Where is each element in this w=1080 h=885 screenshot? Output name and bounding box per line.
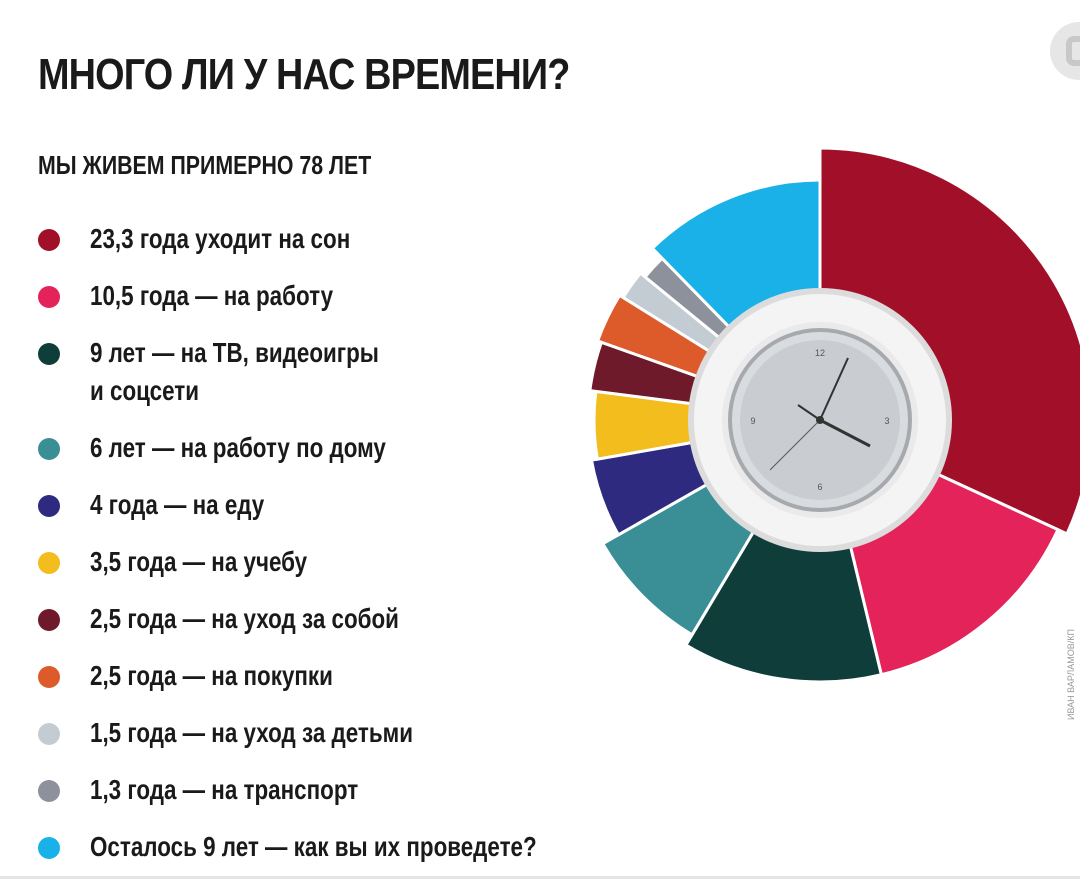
legend-dot-icon <box>38 837 60 859</box>
legend-label: 1,3 года — на транспорт <box>90 774 359 805</box>
legend-dot-icon <box>38 343 60 365</box>
legend-dot-icon <box>38 609 60 631</box>
legend-item: 6 лет — на работу по дому <box>38 429 598 467</box>
legend-label: 6 лет — на работу по дому <box>90 432 386 463</box>
legend-label: 2,5 года — на уход за собой <box>90 603 399 634</box>
legend-label: 1,5 года — на уход за детьми <box>90 717 413 748</box>
legend-item: 4 года — на еду <box>38 486 598 524</box>
legend-dot-icon <box>38 780 60 802</box>
clock-icon: 12 3 6 9 <box>688 288 952 552</box>
legend-item: 23,3 года уходит на сон <box>38 220 598 258</box>
legend-label: 9 лет — на ТВ, видеоигры <box>90 337 379 368</box>
legend-dot-icon <box>38 438 60 460</box>
legend-item: 2,5 года — на уход за собой <box>38 600 598 638</box>
legend-label: и соцсети <box>90 375 199 406</box>
legend-dot-icon <box>38 495 60 517</box>
legend-label: 10,5 года — на работу <box>90 280 334 311</box>
legend-item: Осталось 9 лет — как вы их проведете? <box>38 828 598 866</box>
legend-dot-icon <box>38 552 60 574</box>
legend-label: Осталось 9 лет — как вы их проведете? <box>90 831 537 862</box>
legend-item: 10,5 года — на работу <box>38 277 598 315</box>
legend-item: 9 лет — на ТВ, видеоигры и соцсети <box>38 334 598 410</box>
legend-label: 2,5 года — на покупки <box>90 660 333 691</box>
svg-text:3: 3 <box>884 416 889 426</box>
legend-label: 3,5 года — на учебу <box>90 546 308 577</box>
page-subtitle: МЫ ЖИВЕМ ПРИМЕРНО 78 ЛЕТ <box>38 150 372 180</box>
legend-item: 3,5 года — на учебу <box>38 543 598 581</box>
legend-label: 4 года — на еду <box>90 489 265 520</box>
legend-item: 1,3 года — на транспорт <box>38 771 598 809</box>
svg-text:6: 6 <box>817 482 822 492</box>
legend: 23,3 года уходит на сон 10,5 года — на ра… <box>38 220 598 885</box>
legend-dot-icon <box>38 723 60 745</box>
pie-chart: 12 3 6 9 <box>588 146 1080 684</box>
legend-dot-icon <box>38 666 60 688</box>
legend-dot-icon <box>38 286 60 308</box>
divider <box>0 876 1080 879</box>
logo-icon <box>1050 22 1080 80</box>
legend-label: 23,3 года уходит на сон <box>90 223 351 254</box>
credit-label: ИВАН ВАРЛАМОВ/КП <box>1066 628 1076 720</box>
svg-text:9: 9 <box>750 416 755 426</box>
legend-item: 2,5 года — на покупки <box>38 657 598 695</box>
legend-item: 1,5 года — на уход за детьми <box>38 714 598 752</box>
legend-dot-icon <box>38 229 60 251</box>
page-title: МНОГО ЛИ У НАС ВРЕМЕНИ? <box>38 50 570 99</box>
svg-text:12: 12 <box>815 348 825 358</box>
